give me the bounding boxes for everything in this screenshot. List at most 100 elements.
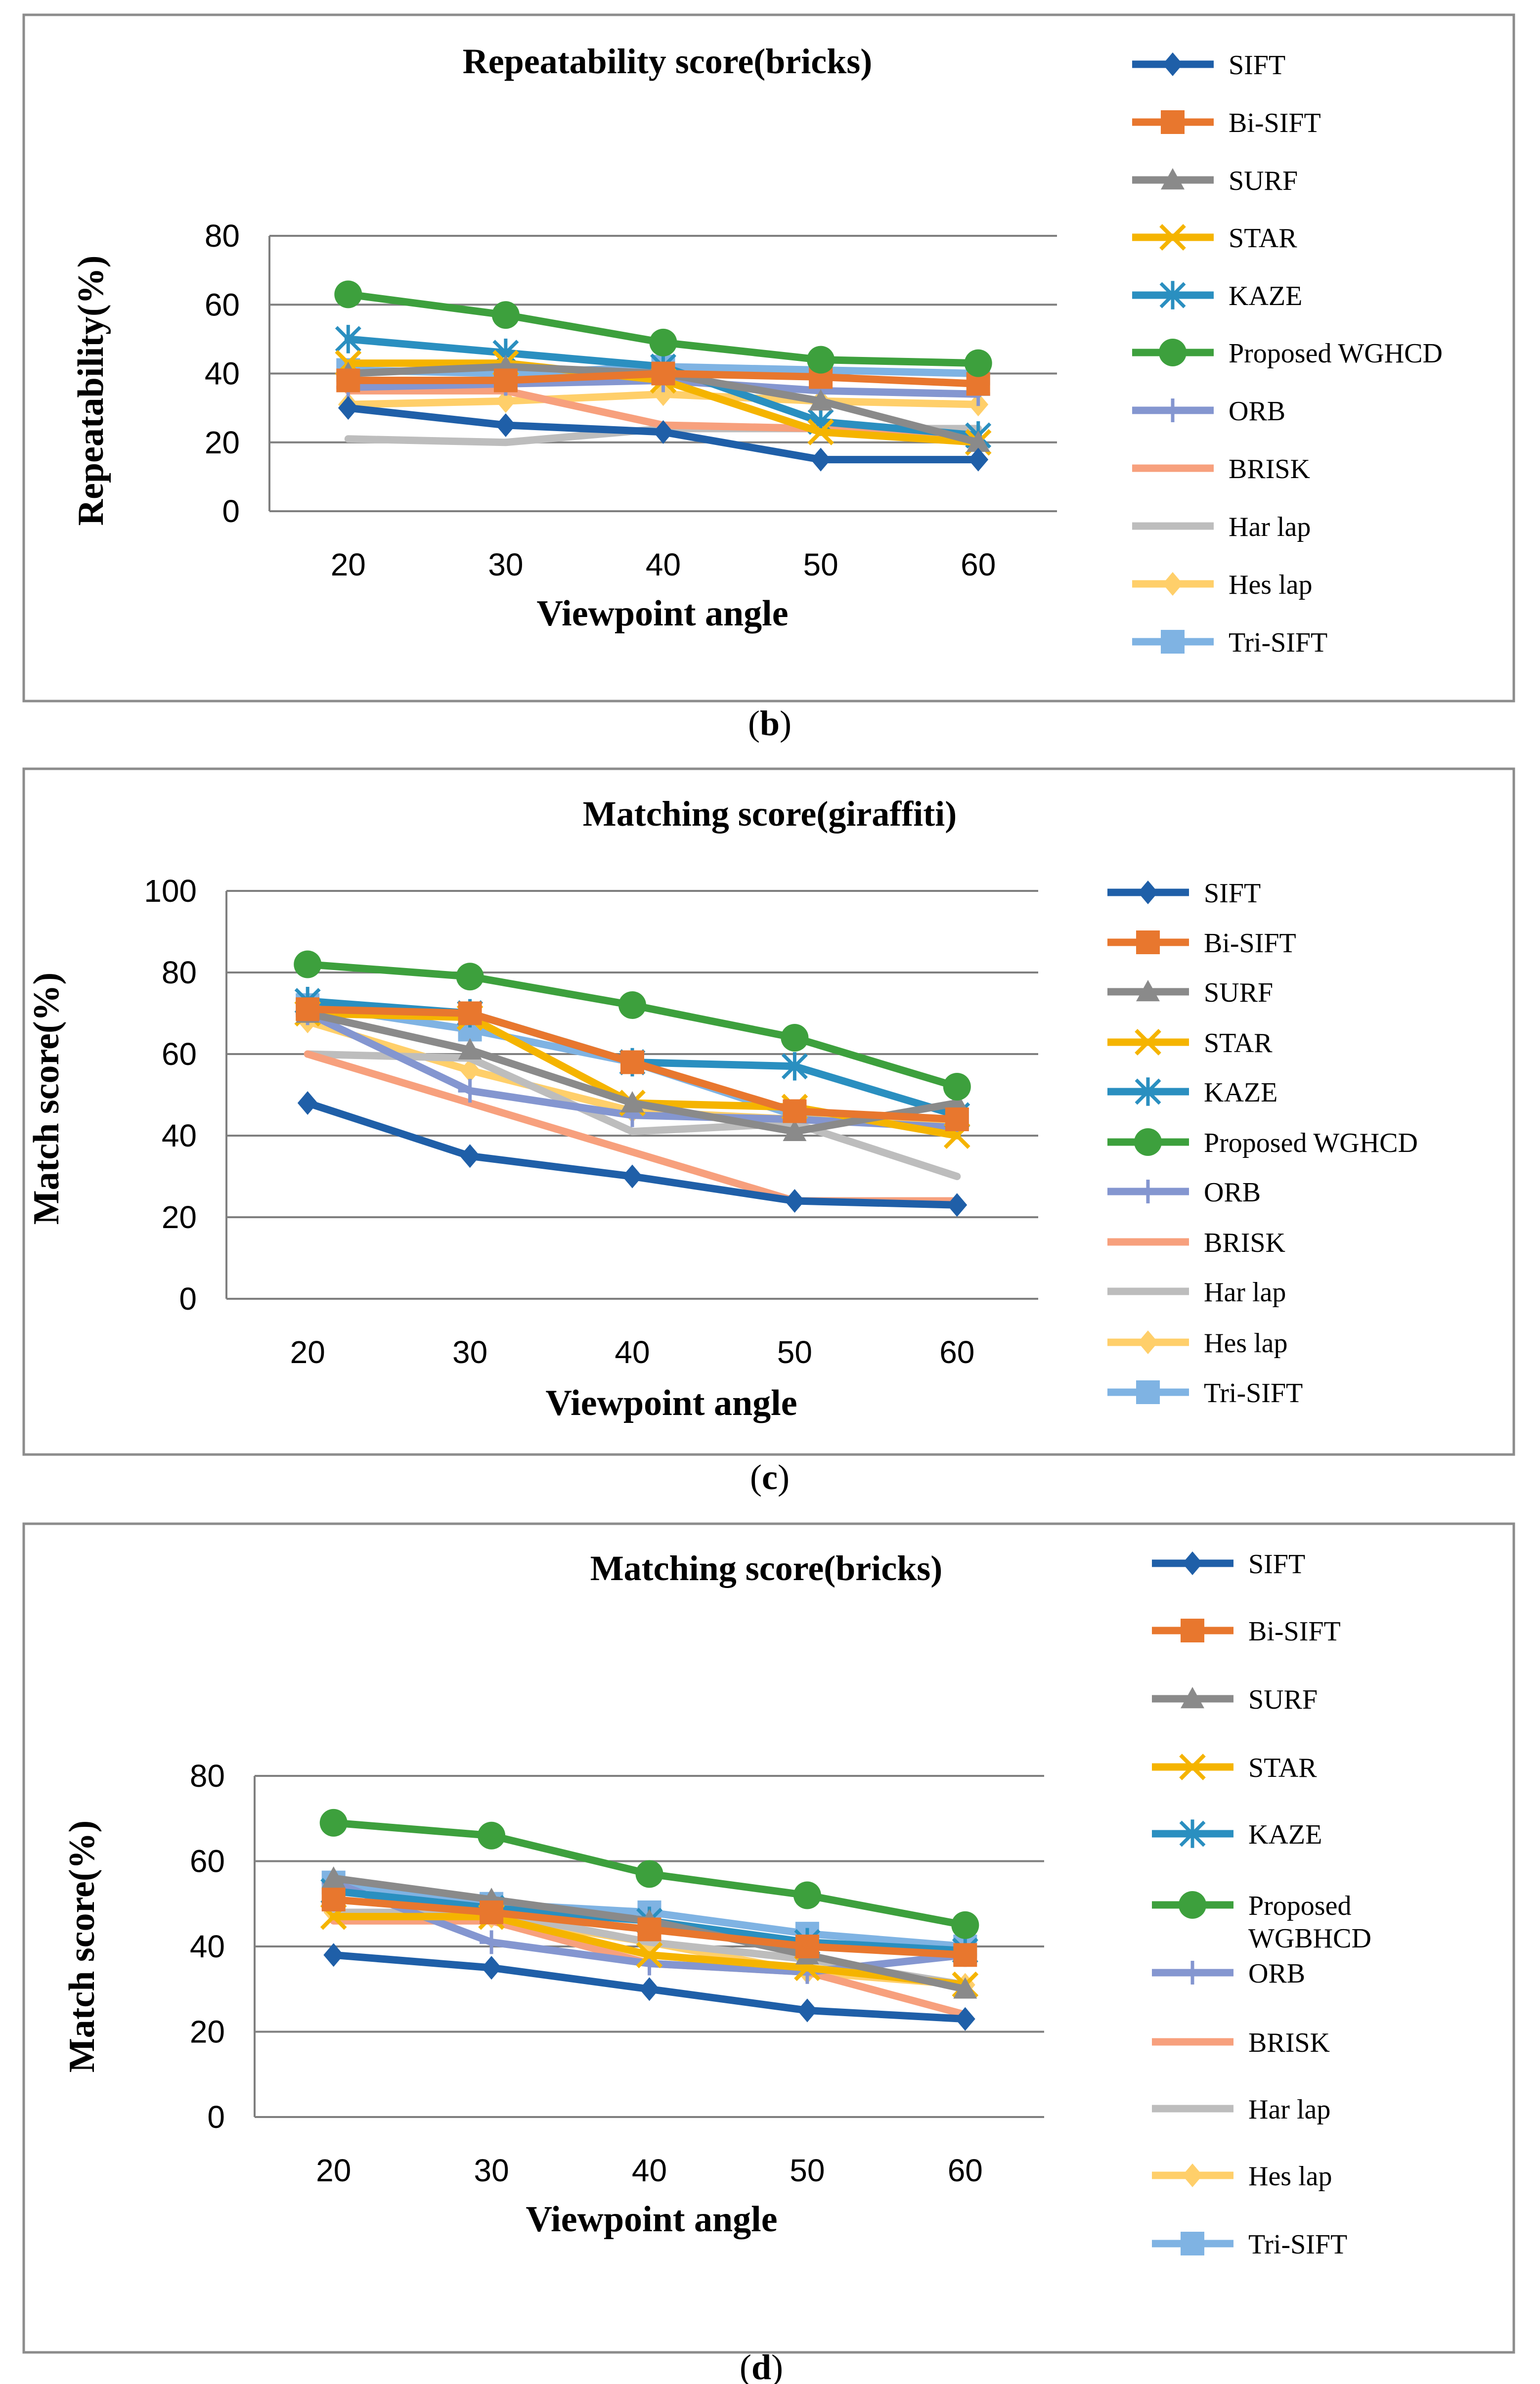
marker-surf	[945, 1091, 969, 1113]
legend-item-surf: SURF	[1132, 166, 1298, 196]
legend-item-tri-sift: Tri-SIFT	[1152, 2229, 1347, 2260]
legend-label: Har lap	[1248, 2094, 1330, 2125]
marker-proposed-wghcd	[491, 301, 520, 329]
marker-legend-tri-sift	[1161, 630, 1185, 654]
marker-sift	[297, 1091, 318, 1115]
marker-legend-bi-sift	[1136, 930, 1160, 954]
legend-item-star: STAR	[1132, 223, 1297, 254]
marker-sift	[947, 1193, 968, 1217]
legend-label: Proposed WGBHCD	[1248, 1891, 1371, 1954]
marker-surf	[809, 389, 833, 411]
legend-label: Bi-SIFT	[1229, 108, 1321, 138]
marker-proposed-wgbhcd	[951, 1911, 979, 1939]
marker-sift	[785, 1189, 805, 1213]
x-tick-label: 20	[316, 2153, 351, 2188]
marker-legend-hes-lap	[1162, 572, 1183, 596]
marker-bi-sift	[945, 1107, 969, 1131]
y-tick-label: 80	[162, 955, 197, 990]
chart-title: Matching score(giraffiti)	[583, 794, 957, 834]
x-tick-label: 60	[961, 547, 996, 582]
y-tick-label: 80	[205, 218, 240, 254]
series-sift	[338, 396, 989, 472]
legend-item-sift: SIFT	[1107, 878, 1261, 909]
legend-item-har-lap: Har lap	[1107, 1277, 1286, 1308]
marker-bi-sift	[795, 1935, 819, 1958]
x-tick-label: 30	[474, 2153, 509, 2188]
marker-proposed-wghcd	[334, 280, 362, 309]
x-tick-label: 50	[790, 2153, 825, 2188]
legend-label: STAR	[1229, 223, 1297, 254]
marker-legend-surf	[1161, 168, 1185, 190]
legend-item-bi-sift: Bi-SIFT	[1107, 928, 1296, 959]
x-tick-label: 60	[939, 1334, 974, 1370]
marker-star	[636, 1942, 663, 1969]
marker-legend-orb	[1161, 398, 1185, 422]
chart-title: Matching score(bricks)	[590, 1548, 943, 1588]
legend-label: SIFT	[1248, 1549, 1305, 1580]
series-sift	[297, 1091, 968, 1217]
legend-item-kaze: KAZE	[1152, 1819, 1322, 1850]
marker-legend-sift	[1162, 52, 1183, 76]
marker-proposed-wghcd	[618, 991, 646, 1019]
marker-kaze	[335, 325, 361, 353]
x-tick-label: 20	[290, 1334, 325, 1370]
y-tick-label: 20	[190, 2014, 225, 2050]
legend-item-orb: ORB	[1152, 1958, 1305, 1989]
legend-label: BRISK	[1248, 2028, 1330, 2058]
y-tick-label: 20	[205, 425, 240, 460]
marker-surf	[620, 1091, 644, 1113]
marker-proposed-wghcd	[807, 346, 835, 374]
legend-label: ORB	[1229, 396, 1285, 427]
marker-sift	[639, 1977, 660, 2001]
marker-surf	[458, 1038, 482, 1060]
legend-item-brisk: BRISK	[1132, 454, 1310, 485]
y-axis-title: Match score(%)	[26, 972, 67, 1225]
legend-label: Hes lap	[1229, 570, 1313, 600]
legend-label: STAR	[1204, 1028, 1273, 1059]
marker-sift	[323, 1943, 344, 1967]
marker-proposed-wghcd	[943, 1073, 971, 1101]
y-tick-label: 40	[162, 1118, 197, 1153]
legend-label: SIFT	[1229, 50, 1285, 81]
marker-surf	[953, 1977, 977, 1999]
marker-bi-sift	[493, 368, 518, 393]
legend-label: Har lap	[1204, 1277, 1286, 1308]
legend-item-brisk: BRISK	[1152, 2028, 1330, 2058]
y-tick-label: 60	[205, 287, 240, 322]
y-axis-title: Match score(%)	[62, 1820, 102, 2073]
legend-label: Bi-SIFT	[1248, 1616, 1341, 1647]
marker-bi-sift	[480, 1900, 504, 1924]
marker-sift	[495, 413, 516, 437]
legend-label: SIFT	[1204, 878, 1261, 909]
legend-label: SURF	[1229, 166, 1298, 196]
legend-item-proposed-wghcd: Proposed WGHCD	[1132, 338, 1443, 369]
y-tick-label: 40	[205, 356, 240, 392]
chart-2: Matching score(giraffiti) 0 20 40 60 80 100 20 3…	[22, 767, 1515, 1456]
x-tick-label: 30	[452, 1334, 487, 1370]
series-bi-sift	[336, 361, 990, 396]
x-tick-label: 20	[331, 547, 366, 582]
y-tick-label: 100	[144, 873, 197, 909]
marker-sift	[968, 447, 989, 472]
marker-bi-sift	[296, 997, 320, 1021]
marker-sift	[810, 447, 831, 472]
marker-proposed-wgbhcd	[635, 1860, 663, 1888]
x-tick-label: 50	[803, 547, 838, 582]
figure-caption: (b)	[748, 704, 792, 743]
marker-legend-bi-sift	[1161, 110, 1185, 134]
legend-item-orb: ORB	[1132, 396, 1285, 427]
marker-proposed-wgbhcd	[319, 1809, 348, 1837]
marker-sift	[797, 1998, 818, 2023]
marker-bi-sift	[336, 368, 360, 393]
legend-label: KAZE	[1229, 281, 1302, 311]
legend: SIFT Bi-SIFT SURF STAR KAZE Proposed WGHCD ORB…	[1132, 50, 1443, 658]
marker-proposed-wghcd	[456, 963, 484, 991]
series-bi-sift	[321, 1888, 977, 1967]
legend-item-orb: ORB	[1107, 1177, 1261, 1208]
chart-frame	[22, 13, 1515, 703]
marker-legend-kaze	[1135, 1077, 1161, 1106]
marker-proposed-wghcd	[294, 950, 322, 978]
marker-legend-bi-sift	[1181, 1619, 1204, 1642]
marker-surf	[321, 1866, 346, 1888]
